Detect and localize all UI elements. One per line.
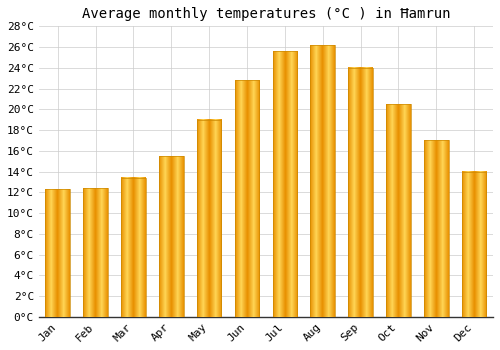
Bar — [46, 189, 70, 317]
Bar — [234, 80, 260, 317]
Bar — [84, 188, 108, 317]
Bar — [348, 68, 373, 317]
Bar — [159, 156, 184, 317]
Title: Average monthly temperatures (°C ) in Ħamrun: Average monthly temperatures (°C ) in Ħa… — [82, 7, 450, 21]
Bar — [272, 51, 297, 317]
Bar — [424, 140, 448, 317]
Bar — [462, 172, 486, 317]
Bar — [386, 104, 410, 317]
Bar — [310, 45, 335, 317]
Bar — [197, 120, 222, 317]
Bar — [121, 178, 146, 317]
